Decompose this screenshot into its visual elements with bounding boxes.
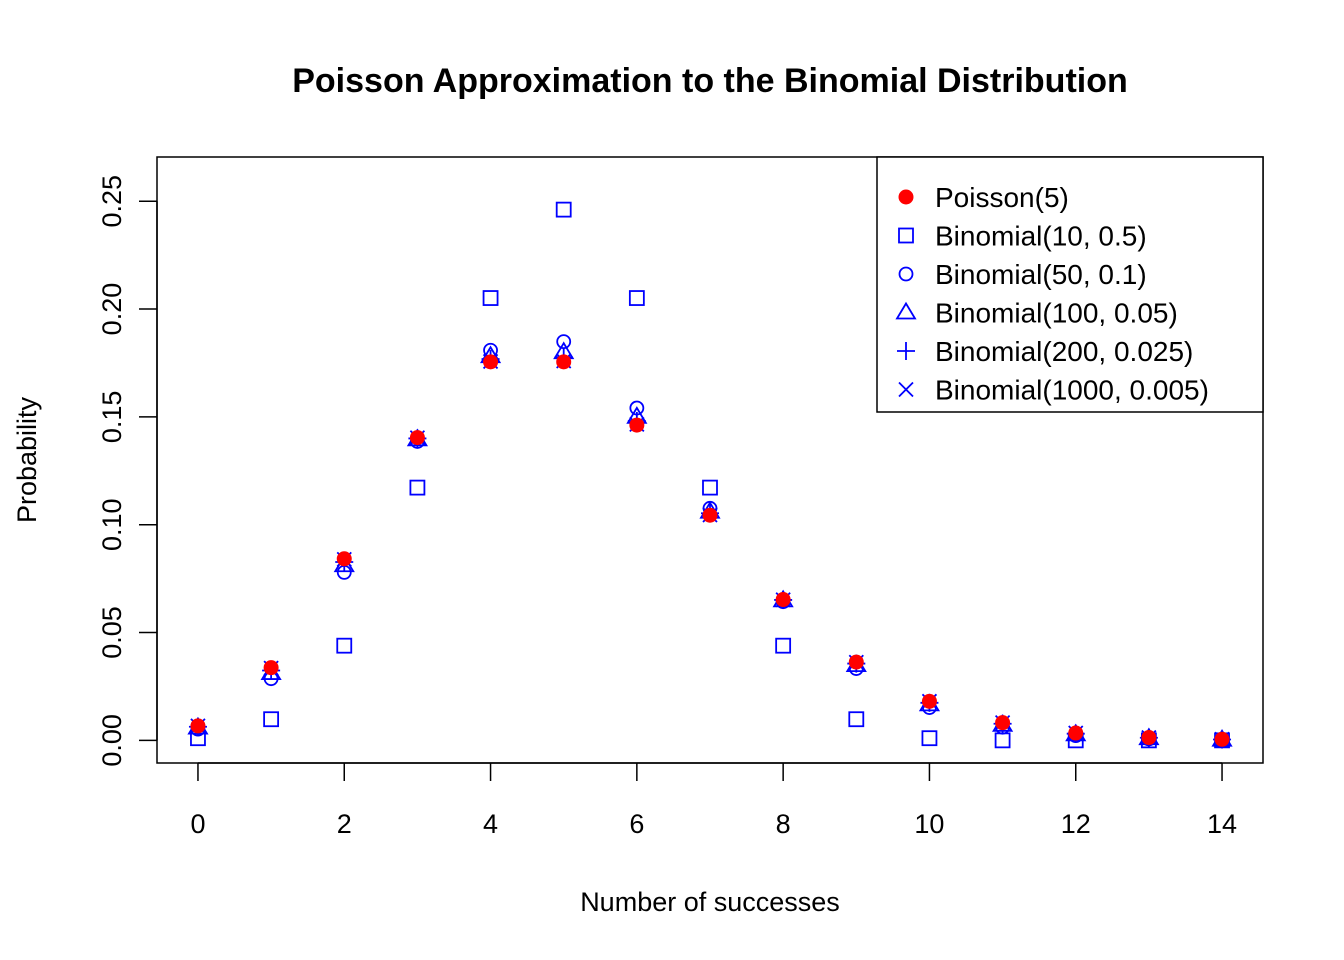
data-points	[187, 201, 1233, 749]
data-point	[921, 693, 937, 709]
chart-title: Poisson Approximation to the Binomial Di…	[292, 62, 1128, 100]
y-tick-label: 0.20	[97, 283, 127, 336]
legend-box	[876, 156, 1264, 413]
data-point	[482, 290, 499, 306]
legend-label: Poisson(5)	[935, 182, 1069, 213]
x-tick-label: 4	[483, 809, 498, 839]
x-tick-label: 10	[914, 809, 944, 839]
y-axis-label: Probability	[12, 396, 42, 523]
data-point	[555, 201, 572, 218]
data-point	[1141, 730, 1157, 746]
x-tick-label: 0	[190, 809, 205, 839]
data-point	[921, 730, 938, 747]
data-point	[995, 715, 1011, 731]
data-point	[775, 592, 791, 608]
legend-item: Binomial(10, 0.5)	[898, 221, 1147, 252]
y-tick-label: 0.00	[97, 714, 127, 767]
legend-label: Binomial(10, 0.5)	[935, 221, 1147, 252]
x-axis: 0 2 4 6 8 10 12 14	[190, 762, 1237, 839]
x-axis-label: Number of successes	[580, 887, 840, 917]
y-tick-label: 0.15	[97, 391, 127, 444]
legend-marker	[898, 227, 914, 244]
series-filled-circle	[190, 354, 1230, 747]
legend: Poisson(5) Binomial(10, 0.5) Binomial(50, …	[876, 156, 1264, 413]
legend-item: Binomial(100, 0.05)	[895, 298, 1178, 329]
data-point	[1214, 731, 1230, 747]
series-cross	[190, 353, 1230, 747]
data-point	[336, 637, 353, 654]
legend-label: Binomial(100, 0.05)	[935, 298, 1178, 329]
data-point	[190, 718, 206, 734]
x-tick-label: 14	[1207, 809, 1237, 839]
legend-item: Binomial(200, 0.025)	[897, 336, 1193, 367]
data-point	[483, 354, 499, 370]
legend-marker	[895, 301, 917, 320]
data-point	[409, 430, 425, 446]
legend-label: Binomial(50, 0.1)	[935, 259, 1147, 290]
y-tick-label: 0.25	[97, 175, 127, 228]
legend-marker	[897, 342, 915, 360]
data-point	[848, 711, 865, 728]
y-axis: 0.00 0.05 0.10 0.15 0.20 0.25	[97, 175, 158, 767]
legend-label: Binomial(1000, 0.005)	[935, 375, 1209, 406]
legend-item: Binomial(1000, 0.005)	[898, 375, 1209, 406]
legend-marker	[898, 266, 914, 282]
legend-item: Binomial(50, 0.1)	[898, 259, 1147, 290]
x-tick-label: 6	[629, 809, 644, 839]
data-point	[409, 479, 426, 496]
x-tick-label: 8	[776, 809, 791, 839]
legend-marker	[898, 381, 914, 398]
data-point	[775, 637, 792, 654]
data-point	[263, 660, 279, 676]
legend-label: Binomial(200, 0.025)	[935, 336, 1193, 367]
data-point	[336, 551, 352, 567]
data-point	[628, 290, 645, 306]
data-point	[629, 417, 645, 433]
data-point	[702, 479, 718, 496]
x-tick-label: 12	[1061, 809, 1091, 839]
data-point	[848, 654, 864, 670]
data-point	[263, 711, 280, 728]
y-tick-label: 0.10	[97, 498, 127, 551]
data-point	[994, 732, 1011, 749]
data-point	[556, 334, 572, 350]
data-point	[702, 507, 718, 523]
data-point	[1068, 725, 1084, 741]
legend-item: Poisson(5)	[898, 182, 1069, 213]
data-point	[556, 354, 572, 370]
y-tick-label: 0.05	[97, 606, 127, 659]
x-tick-label: 2	[337, 809, 352, 839]
legend-marker	[898, 189, 914, 205]
